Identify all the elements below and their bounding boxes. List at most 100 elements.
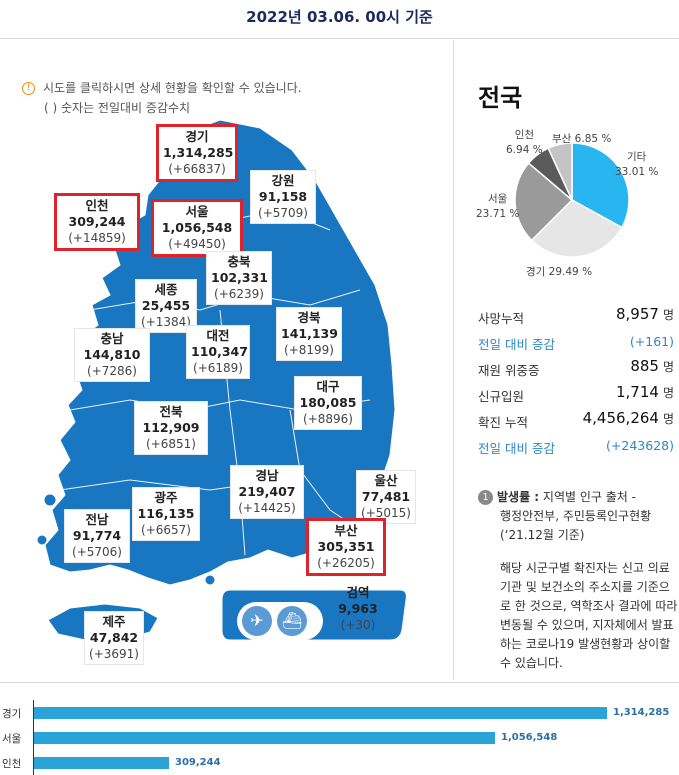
region-count: 91,158 xyxy=(258,189,308,204)
boundary-line xyxy=(59,479,246,491)
region-name: 대전 xyxy=(206,328,230,343)
region-name: 부산 xyxy=(334,523,358,538)
region-delta: (+7286) xyxy=(87,364,137,378)
bar-row: 경기 1,314,285 xyxy=(0,706,679,720)
region-name: 경남 xyxy=(255,468,279,483)
region-chungnam[interactable]: 충남 144,810 (+7286) xyxy=(74,328,150,382)
bar-label: 경기 xyxy=(2,708,22,720)
pie-slice-2 xyxy=(514,162,574,242)
region-delta: (+6239) xyxy=(214,287,264,301)
region-name: 검역 xyxy=(346,585,370,600)
bar-value: 1,314,285 xyxy=(613,707,670,718)
island-shape xyxy=(36,534,48,546)
region-delta: (+8896) xyxy=(303,412,353,426)
region-delta: (+3691) xyxy=(89,647,139,661)
bar xyxy=(34,732,495,744)
region-count: 116,135 xyxy=(137,506,195,521)
region-ulsan[interactable]: 울산 77,481 (+5015) xyxy=(356,470,416,524)
bar-row: 인천 309,244 xyxy=(0,756,679,770)
bar-label: 인천 xyxy=(2,758,22,770)
region-busan[interactable]: 부산 305,351 (+26205) xyxy=(306,518,386,576)
region-delta: (+5709) xyxy=(258,206,308,220)
stat-confirmed-delta: 전일 대비 증감 (+243628) xyxy=(478,438,674,456)
ship-icon[interactable]: ⛴ xyxy=(277,606,307,636)
bar-row: 서울 1,056,548 xyxy=(0,731,679,745)
stat-critical: 재원 위중증 885 명 xyxy=(478,357,674,378)
bar xyxy=(34,707,607,719)
region-count: 91,774 xyxy=(72,528,122,543)
source-note: 1 발생률 : 지역별 인구 출처 - 행정안전부, 주민등록인구현황 (‘21.… xyxy=(478,488,678,673)
bar-label: 서울 xyxy=(2,733,22,745)
region-name: 서울 xyxy=(185,204,209,219)
region-delta: (+49450) xyxy=(168,237,226,251)
region-jeonbuk[interactable]: 전북 112,909 (+6851) xyxy=(134,401,208,455)
number-badge: 1 xyxy=(478,490,493,505)
region-name: 충남 xyxy=(100,331,124,346)
region-daejeon[interactable]: 대전 110,347 (+6189) xyxy=(186,325,250,379)
region-delta: (+26205) xyxy=(317,556,375,570)
region-chungbuk[interactable]: 충북 102,331 (+6239) xyxy=(206,251,272,305)
region-count: 47,842 xyxy=(89,630,139,645)
region-gyeongbuk[interactable]: 경북 141,139 (+8199) xyxy=(276,307,342,361)
region-delta: (+30) xyxy=(340,618,376,632)
pie-label-incheon: 인천 6.94 % xyxy=(506,129,543,156)
stats-panel: 사망누적 8,957 명 전일 대비 증감 (+161) 재원 위중증 885 명 … xyxy=(478,304,674,460)
region-incheon[interactable]: 인천 309,244 (+14859) xyxy=(54,193,140,251)
region-gyeongnam[interactable]: 경남 219,407 (+14425) xyxy=(230,465,304,519)
region-name: 세종 xyxy=(154,282,178,297)
region-count: 144,810 xyxy=(83,347,141,362)
pie-slice-4 xyxy=(547,142,573,201)
region-quarantine[interactable]: 검역 9,963 (+30) xyxy=(330,583,386,635)
region-count: 141,139 xyxy=(281,326,338,341)
region-gyeonggi[interactable]: 경기 1,314,285 (+66837) xyxy=(156,124,238,182)
stat-new-admissions: 신규입원 1,714 명 xyxy=(478,383,674,404)
region-name: 충북 xyxy=(227,254,251,269)
region-name: 울산 xyxy=(374,473,398,488)
region-delta: (+5015) xyxy=(361,506,411,520)
region-delta: (+5706) xyxy=(72,545,122,559)
region-gwangju[interactable]: 광주 116,135 (+6657) xyxy=(132,487,200,541)
region-gangwon[interactable]: 강원 91,158 (+5709) xyxy=(250,170,316,224)
region-delta: (+14425) xyxy=(238,501,296,515)
region-name: 강원 xyxy=(271,173,295,188)
region-jeonnam[interactable]: 전남 91,774 (+5706) xyxy=(64,509,130,563)
summary-title: 전국 xyxy=(478,84,523,112)
region-count: 219,407 xyxy=(238,484,296,499)
region-name: 광주 xyxy=(154,490,178,505)
region-count: 77,481 xyxy=(361,489,411,504)
region-delta: (+6189) xyxy=(193,361,243,375)
region-delta: (+6657) xyxy=(141,523,191,537)
region-sejong[interactable]: 세종 25,455 (+1384) xyxy=(135,279,197,333)
region-count: 9,963 xyxy=(338,601,378,616)
region-count: 110,347 xyxy=(191,344,248,359)
header-divider xyxy=(0,38,679,39)
region-daegu[interactable]: 대구 180,085 (+8896) xyxy=(294,376,362,430)
region-seoul[interactable]: 서울 1,056,548 (+49450) xyxy=(151,199,243,257)
region-count: 112,909 xyxy=(142,420,200,435)
region-name: 경북 xyxy=(297,310,321,325)
bar xyxy=(34,757,169,769)
region-delta: (+6851) xyxy=(146,437,196,451)
column-divider xyxy=(453,40,454,680)
stat-confirmed: 확진 누적 4,456,264 명 xyxy=(478,409,674,430)
region-name: 인천 xyxy=(85,198,109,213)
transport-toggle: ✈ ⛴ xyxy=(237,602,323,640)
stat-deaths: 사망누적 8,957 명 xyxy=(478,305,674,326)
notice-line2: ( ) 숫자는 전일대비 증감수치 xyxy=(44,101,191,115)
airplane-icon[interactable]: ✈ xyxy=(242,606,272,636)
region-count: 102,331 xyxy=(211,270,268,285)
region-jeju[interactable]: 제주 47,842 (+3691) xyxy=(84,611,144,665)
region-count: 180,085 xyxy=(299,395,357,410)
pie-label-seoul: 서울 23.71 % xyxy=(476,193,520,220)
region-count: 1,056,548 xyxy=(161,220,233,235)
region-count: 25,455 xyxy=(141,298,191,313)
pie-label-etc: 기타 33.01 % xyxy=(615,151,659,178)
page-title: 2022년 03.06. 00시 기준 xyxy=(246,8,433,26)
pie-label-busan: 부산 6.85 % xyxy=(552,133,612,145)
region-delta: (+14859) xyxy=(68,231,126,245)
pie-chart: 기타 33.01 % 경기 29.49 % 서울 23.71 % 인천 6.94 % … xyxy=(470,120,675,285)
disclaimer-text: 해당 시군구별 확진자는 신고 의료기관 및 보건소의 주소지를 기준으로 한 … xyxy=(500,561,678,670)
island-shape xyxy=(43,493,57,507)
region-delta: (+8199) xyxy=(284,343,334,357)
region-delta: (+66837) xyxy=(168,162,226,176)
